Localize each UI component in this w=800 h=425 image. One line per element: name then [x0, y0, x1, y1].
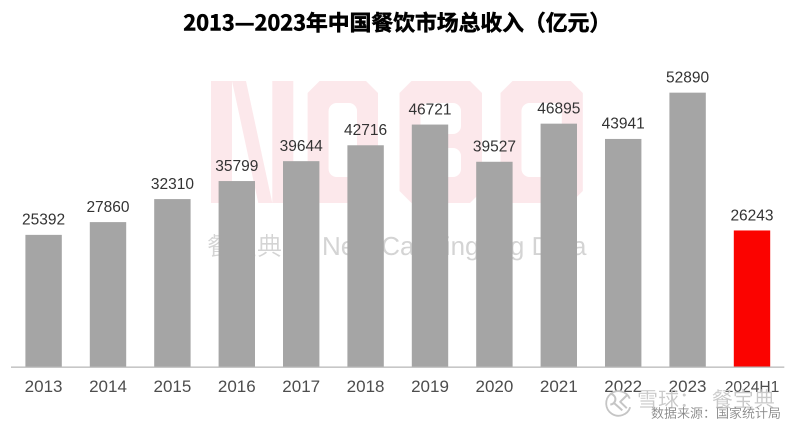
svg-text:43941: 43941	[602, 116, 645, 133]
svg-text:46721: 46721	[408, 101, 451, 118]
svg-text:39644: 39644	[280, 138, 323, 155]
svg-text:2016: 2016	[218, 377, 256, 396]
svg-text:25392: 25392	[22, 212, 65, 229]
svg-text:2020: 2020	[475, 377, 513, 396]
svg-text:2021: 2021	[540, 377, 578, 396]
svg-text:32310: 32310	[151, 176, 194, 193]
svg-text:2023: 2023	[669, 377, 707, 396]
svg-text:35799: 35799	[215, 158, 258, 175]
svg-text:2013: 2013	[25, 377, 63, 396]
svg-text:52890: 52890	[666, 69, 709, 86]
svg-text:46895: 46895	[537, 100, 580, 117]
svg-text:2015: 2015	[153, 377, 191, 396]
svg-text:27860: 27860	[86, 199, 129, 216]
svg-text:26243: 26243	[730, 207, 773, 224]
svg-text:2014: 2014	[89, 377, 127, 396]
svg-text:42716: 42716	[344, 122, 387, 139]
svg-text:39527: 39527	[473, 139, 516, 156]
svg-text:2018: 2018	[347, 377, 385, 396]
svg-text:2019: 2019	[411, 377, 449, 396]
svg-text:2017: 2017	[282, 377, 320, 396]
